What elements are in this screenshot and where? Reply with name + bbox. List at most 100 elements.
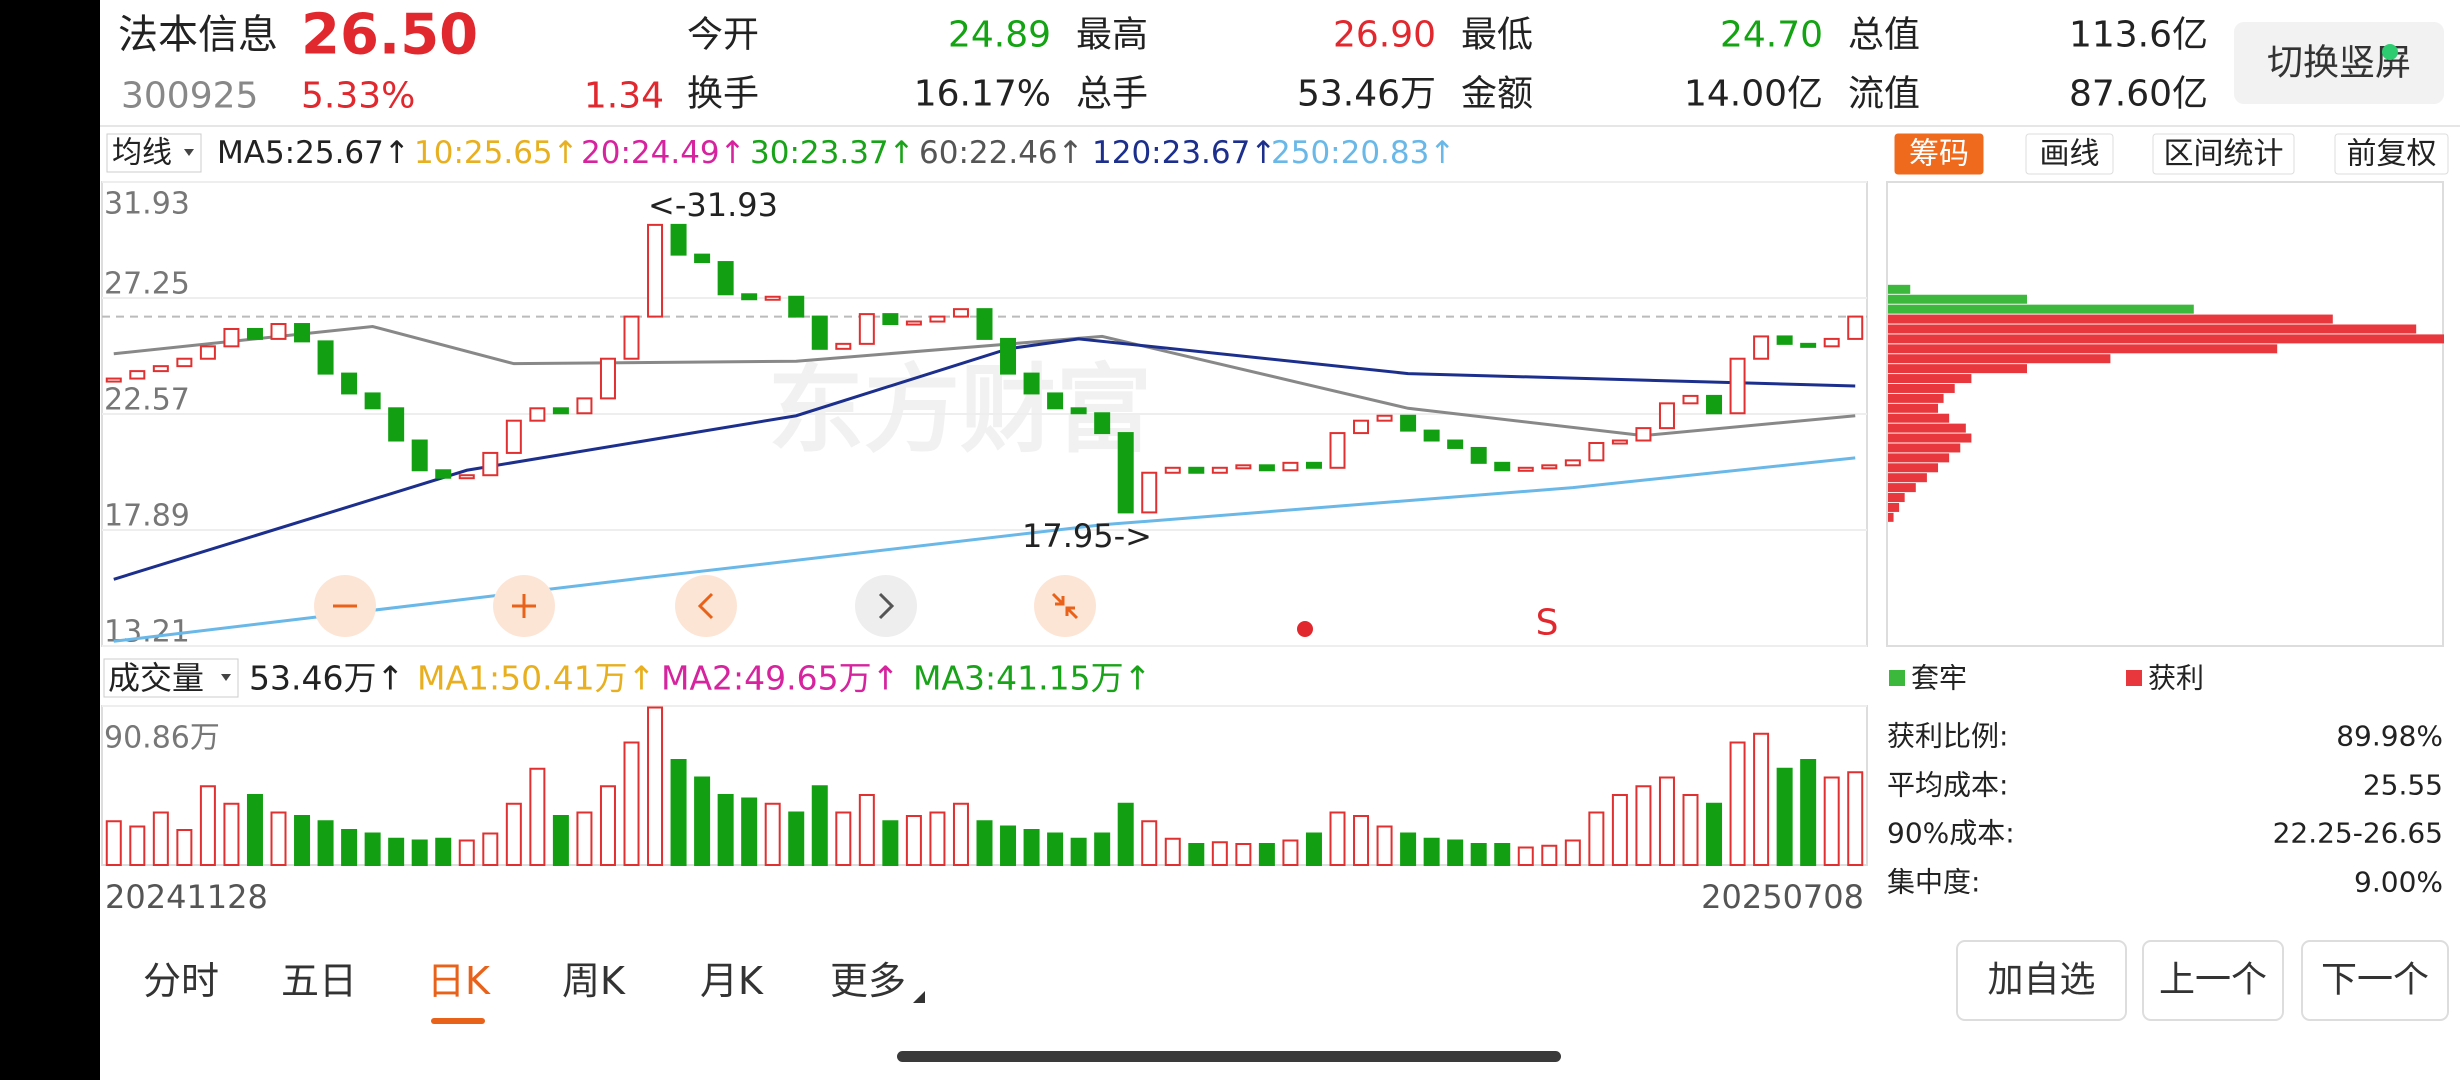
- chip-tab-bg[interactable]: [1894, 133, 1984, 175]
- volume-bar: [1729, 741, 1746, 866]
- dropdown-arrow: [221, 674, 231, 681]
- chip-bar: [1888, 483, 1916, 493]
- vol-legend-item: MA1:50.41万↑: [417, 659, 655, 698]
- candle: [764, 295, 781, 301]
- volume-bar: [599, 785, 616, 867]
- candle: [1141, 471, 1158, 514]
- chart-tool-button[interactable]: [675, 575, 737, 637]
- volume-bar: [1282, 839, 1299, 867]
- volume-bar: [1235, 843, 1252, 867]
- vol-selector: 成交量: [108, 659, 204, 697]
- volume-bar: [1400, 832, 1417, 866]
- change: 1.34: [584, 76, 664, 117]
- chip-bar: [1888, 433, 1972, 443]
- vol-selector-bg[interactable]: [103, 658, 239, 698]
- candle: [952, 308, 969, 318]
- candle: [858, 313, 875, 345]
- chip-tab: 筹码: [1909, 137, 1969, 172]
- candle: [1447, 439, 1464, 449]
- candle: [1611, 439, 1628, 445]
- action-button-bg[interactable]: [1956, 940, 2127, 1021]
- volume-bar: [1070, 837, 1087, 867]
- chip-bar: [1888, 354, 2111, 364]
- action-button: 加自选: [1987, 960, 2095, 1001]
- toggle-button-bg[interactable]: [2234, 22, 2444, 104]
- chip-bar: [1888, 453, 1950, 463]
- candle: [929, 315, 946, 323]
- chip-frame: [1886, 181, 2444, 647]
- volume-bar: [1494, 843, 1511, 867]
- action-button-bg[interactable]: [2301, 940, 2449, 1021]
- candle: [176, 357, 193, 368]
- volume-bar: [1541, 844, 1558, 867]
- date-start: 20241128: [105, 878, 268, 916]
- period-tab[interactable]: 分时: [143, 959, 219, 1003]
- stat-value: 53.46万: [1297, 74, 1436, 115]
- candle: [1047, 392, 1064, 410]
- candle: [788, 295, 805, 318]
- volume-bar: [1353, 815, 1370, 866]
- chip-tab-bg[interactable]: [2334, 133, 2449, 175]
- candle: [1188, 466, 1205, 474]
- chip-tab-bg[interactable]: [2152, 133, 2295, 175]
- chip-bar: [1888, 413, 1950, 423]
- candle: [1353, 419, 1370, 435]
- chip-bar: [1888, 304, 2194, 314]
- chip-stat-value: 89.98%: [2336, 720, 2443, 753]
- volume-bar: [1588, 811, 1605, 866]
- home-bar: [897, 1051, 1561, 1062]
- action-button-bg[interactable]: [2142, 940, 2284, 1021]
- action-button: 上一个: [2159, 960, 2267, 1001]
- volume-bar: [341, 829, 358, 866]
- candle: [1070, 407, 1087, 415]
- volume-bar: [435, 837, 452, 867]
- candle: [1847, 315, 1864, 340]
- ma-selector-bg[interactable]: [106, 133, 202, 173]
- candle: [976, 308, 993, 340]
- candle: [1235, 464, 1252, 470]
- period-tab[interactable]: 周K: [562, 959, 626, 1003]
- ma-legend-item: 10:25.65↑: [414, 135, 579, 171]
- candle: [1094, 412, 1111, 435]
- chip-bar: [1888, 423, 1966, 433]
- chip-bar: [1888, 294, 2027, 304]
- candle: [482, 451, 499, 477]
- stat-label: 最高: [1076, 15, 1148, 56]
- vol-legend-item: MA2:49.65万↑: [661, 659, 899, 698]
- volume-bar: [129, 825, 146, 867]
- volume-bar: [458, 839, 475, 867]
- chip-tab: 区间统计: [2164, 137, 2284, 172]
- y-tick-label: 17.89: [104, 499, 190, 534]
- chip-bar: [1888, 403, 1939, 413]
- volume-bar: [223, 802, 240, 867]
- period-tab[interactable]: 月K: [700, 959, 764, 1003]
- y-tick-label: 90.86万: [104, 721, 220, 756]
- chip-tab: 前复权: [2347, 137, 2437, 172]
- candle: [105, 377, 122, 383]
- chip-tab-bg[interactable]: [2025, 133, 2114, 175]
- candle: [717, 261, 734, 296]
- volume-bar: [1823, 776, 1840, 866]
- chart-tool-button[interactable]: [1034, 575, 1096, 637]
- volume-bar: [1117, 802, 1134, 867]
- volume-bar: [1753, 732, 1770, 867]
- candle: [223, 327, 240, 348]
- chip-bar: [1888, 284, 1911, 294]
- chart-tool-button[interactable]: [855, 575, 917, 637]
- period-tab[interactable]: 日K: [427, 959, 491, 1003]
- stat-label: 换手: [687, 74, 759, 115]
- chip-bar: [1888, 334, 2444, 344]
- volume-bar: [270, 811, 287, 866]
- chip-stat-label: 平均成本:: [1887, 769, 2008, 802]
- period-tab[interactable]: 五日: [281, 959, 357, 1003]
- candle: [647, 223, 664, 318]
- candle: [576, 397, 593, 415]
- stat-value: 16.17%: [914, 74, 1051, 115]
- candle: [199, 345, 216, 360]
- chip-bar: [1888, 324, 2417, 334]
- chip-bar: [1888, 493, 1905, 503]
- period-tab[interactable]: 更多: [830, 959, 906, 1003]
- volume-bar: [1635, 785, 1652, 867]
- volume-bar: [505, 802, 522, 867]
- chip-bar: [1888, 383, 1955, 393]
